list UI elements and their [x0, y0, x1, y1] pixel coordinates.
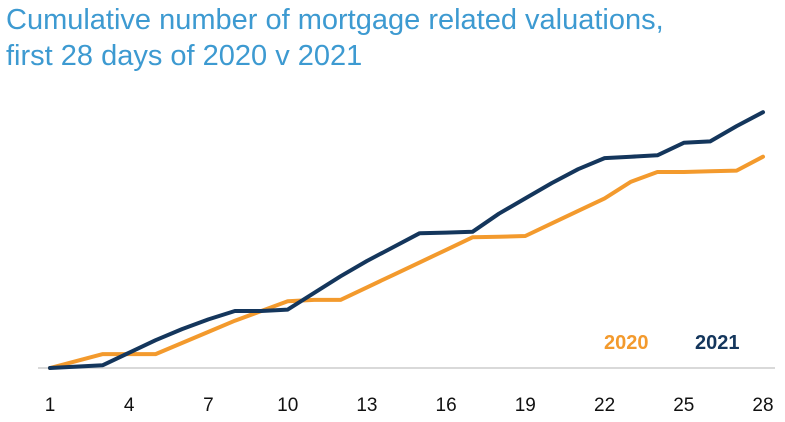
legend-label-2020: 2020 — [604, 332, 649, 354]
x-tick-label: 16 — [436, 395, 457, 416]
x-tick-label: 4 — [124, 395, 135, 416]
x-tick-label: 13 — [356, 395, 377, 416]
x-tick-label: 10 — [277, 395, 298, 416]
chart-title: Cumulative number of mortgage related va… — [6, 2, 776, 74]
chart-title-line-1: Cumulative number of mortgage related va… — [6, 4, 664, 36]
x-tick-label: 19 — [515, 395, 536, 416]
x-tick-label: 7 — [203, 395, 214, 416]
legend-label-2021: 2021 — [695, 332, 740, 354]
chart-title-line-2: first 28 days of 2020 v 2021 — [6, 40, 363, 72]
x-tick-label: 22 — [594, 395, 615, 416]
x-tick-labels: 1 4 7 10 13 16 19 22 25 28 — [45, 395, 774, 416]
series-line-2021 — [48, 110, 765, 370]
x-tick-label: 28 — [752, 395, 773, 416]
x-tick-label: 1 — [45, 395, 56, 416]
series-layer — [48, 110, 765, 370]
legend: 2020 2021 — [604, 332, 740, 354]
x-tick-label: 25 — [673, 395, 694, 416]
series-line-2020 — [48, 154, 765, 370]
